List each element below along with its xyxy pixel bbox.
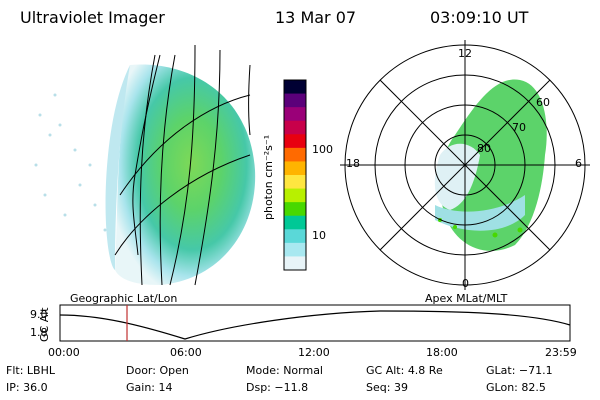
colorbar-tick-10: 10 [312,229,326,242]
mlt-label-18: 18 [346,157,360,170]
glat-label: GLat: −71.1 [486,364,553,377]
date-label: 13 Mar 07 [275,8,357,27]
geographic-image [34,44,256,286]
colorbar-band [284,161,306,176]
flt-label: Flt: LBHL [6,364,55,377]
mlat-label-70: 70 [512,121,526,134]
mlt-label-0: 0 [462,277,469,290]
xtick-1800: 18:00 [426,346,458,359]
colorbar-band [284,134,306,149]
colorbar-band [284,120,306,135]
mlt-label-12: 12 [458,47,472,60]
colorbar-band [284,242,306,257]
dsp-label: Dsp: −11.8 [246,381,309,394]
apex-panel-label: Apex MLat/MLT [425,292,508,305]
seq-label: Seq: 39 [366,381,408,394]
colorbar-band [284,80,306,95]
xtick-1200: 12:00 [298,346,330,359]
ytick-1_8: 1.8 [30,326,48,339]
ytick-9: 9.0 [30,308,48,321]
altitude-plot [59,304,571,342]
mlt-label-6: 6 [575,157,582,170]
mlat-label-80: 80 [477,142,491,155]
colorbar-band [284,107,306,122]
colorbar-tick-100: 100 [312,143,333,156]
colorbar-band [284,229,306,244]
geo-panel-label: Geographic Lat/Lon [70,292,178,305]
mode-label: Mode: Normal [246,364,323,377]
door-label: Door: Open [126,364,189,377]
xtick-0600: 06:00 [170,346,202,359]
color-scale-bar [283,79,307,271]
colorbar-band [284,256,306,271]
polar-mlt-plot [340,40,590,290]
mlat-label-60: 60 [536,96,550,109]
colorbar-unit-label: photon cm⁻²s⁻¹ [262,134,275,220]
colorbar-band [284,188,306,203]
gain-label: Gain: 14 [126,381,173,394]
colorbar-band [284,93,306,108]
colorbar-band [284,215,306,230]
xtick-2359: 23:59 [545,346,577,359]
instrument-title: Ultraviolet Imager [20,8,165,27]
colorbar-band [284,175,306,190]
gcalt-label: GC Alt: 4.8 Re [366,364,443,377]
colorbar-band [284,202,306,217]
ip-label: IP: 36.0 [6,381,48,394]
colorbar-band [284,147,306,162]
glon-label: GLon: 82.5 [486,381,546,394]
xtick-0000: 00:00 [48,346,80,359]
time-label: 03:09:10 UT [430,8,529,27]
